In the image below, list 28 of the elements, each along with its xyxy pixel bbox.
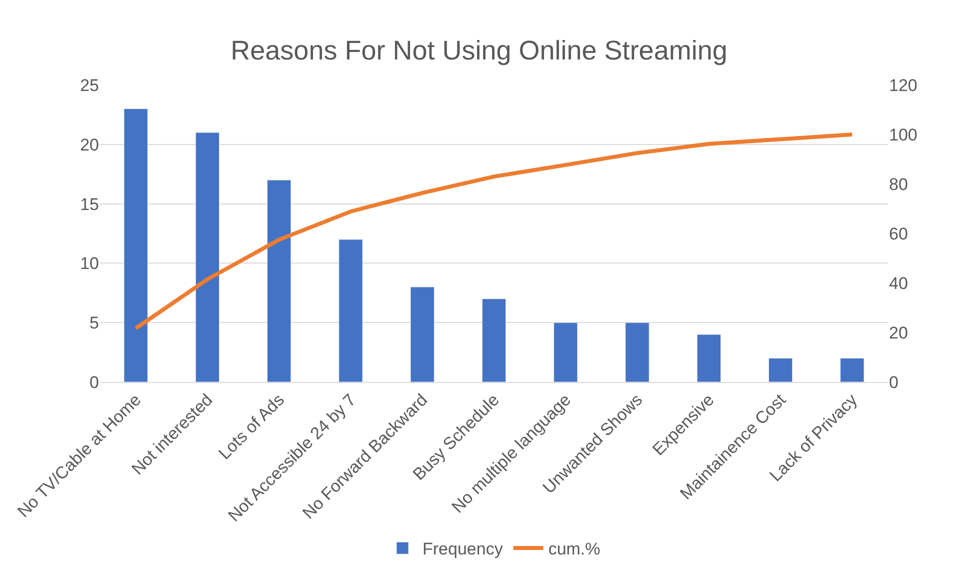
y-tick-label: 0	[90, 372, 99, 392]
y2-tick-label: 60	[889, 224, 908, 244]
bar	[840, 358, 864, 382]
bar	[124, 108, 148, 382]
bar	[696, 334, 721, 382]
y-tick-label: 20	[80, 135, 99, 154]
y2-tick-label: 40	[889, 274, 908, 293]
y2-tick-label: 0	[889, 372, 898, 392]
bar	[338, 239, 363, 382]
bar	[768, 358, 793, 382]
bar	[554, 322, 578, 382]
bar	[195, 132, 220, 382]
bar	[267, 180, 292, 382]
y-tick-label: 25	[80, 76, 99, 95]
bar	[625, 322, 650, 382]
legend-label: Frequency	[422, 540, 504, 559]
y2-tick-label: 80	[889, 174, 908, 194]
bar	[482, 298, 506, 382]
bar	[410, 286, 434, 382]
y-tick-label: 15	[80, 194, 99, 214]
legend-label: cum.%	[548, 540, 600, 559]
y-tick-label: 5	[90, 314, 99, 333]
y-tick-label: 10	[80, 254, 99, 274]
chart-title: Reasons For Not Using Online Streaming	[230, 35, 728, 66]
y2-tick-label: 120	[889, 76, 918, 95]
line-series	[134, 132, 854, 330]
y2-tick-label: 100	[889, 125, 918, 144]
y2-tick-label: 20	[889, 323, 908, 342]
